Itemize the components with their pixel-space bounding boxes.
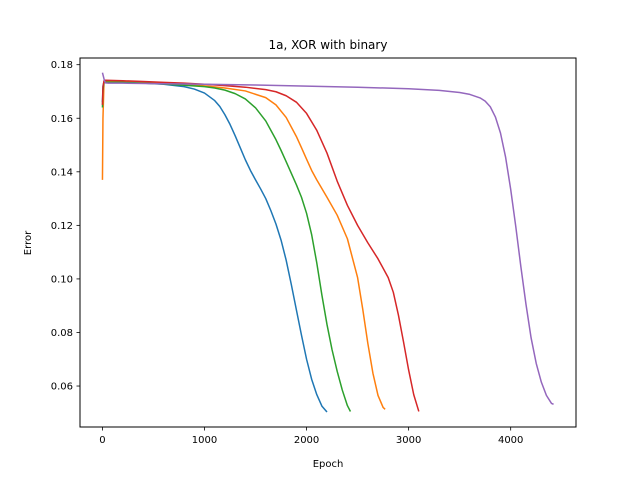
x-axis-label: Epoch: [313, 459, 344, 470]
y-tick-label: 0.12: [51, 221, 73, 232]
x-tick-label: 4000: [498, 435, 523, 446]
series-layer: [101, 72, 554, 413]
y-tick-label: 0.10: [51, 274, 73, 285]
y-tick-label: 0.08: [51, 328, 73, 339]
x-tick-label: 3000: [396, 435, 421, 446]
x-axis-ticks: 0 1000 2000 3000 4000: [99, 427, 523, 446]
y-axis-label: Error: [23, 230, 34, 255]
y-tick-label: 0.14: [51, 167, 73, 178]
series-line-4: [101, 79, 420, 412]
y-tick-label: 0.16: [51, 114, 73, 125]
y-tick-label: 0.06: [51, 382, 73, 393]
plot-frame: [79, 57, 577, 428]
x-tick-label: 2000: [294, 435, 319, 446]
series-line-5: [101, 72, 554, 405]
x-tick-label: 1000: [192, 435, 217, 446]
y-axis-ticks: 0.06 0.08 0.10 0.12 0.14 0.16 0.18: [51, 60, 80, 393]
x-tick-label: 0: [99, 435, 105, 446]
chart-title: 1a, XOR with binary: [269, 38, 388, 52]
y-tick-label: 0.18: [51, 60, 73, 71]
